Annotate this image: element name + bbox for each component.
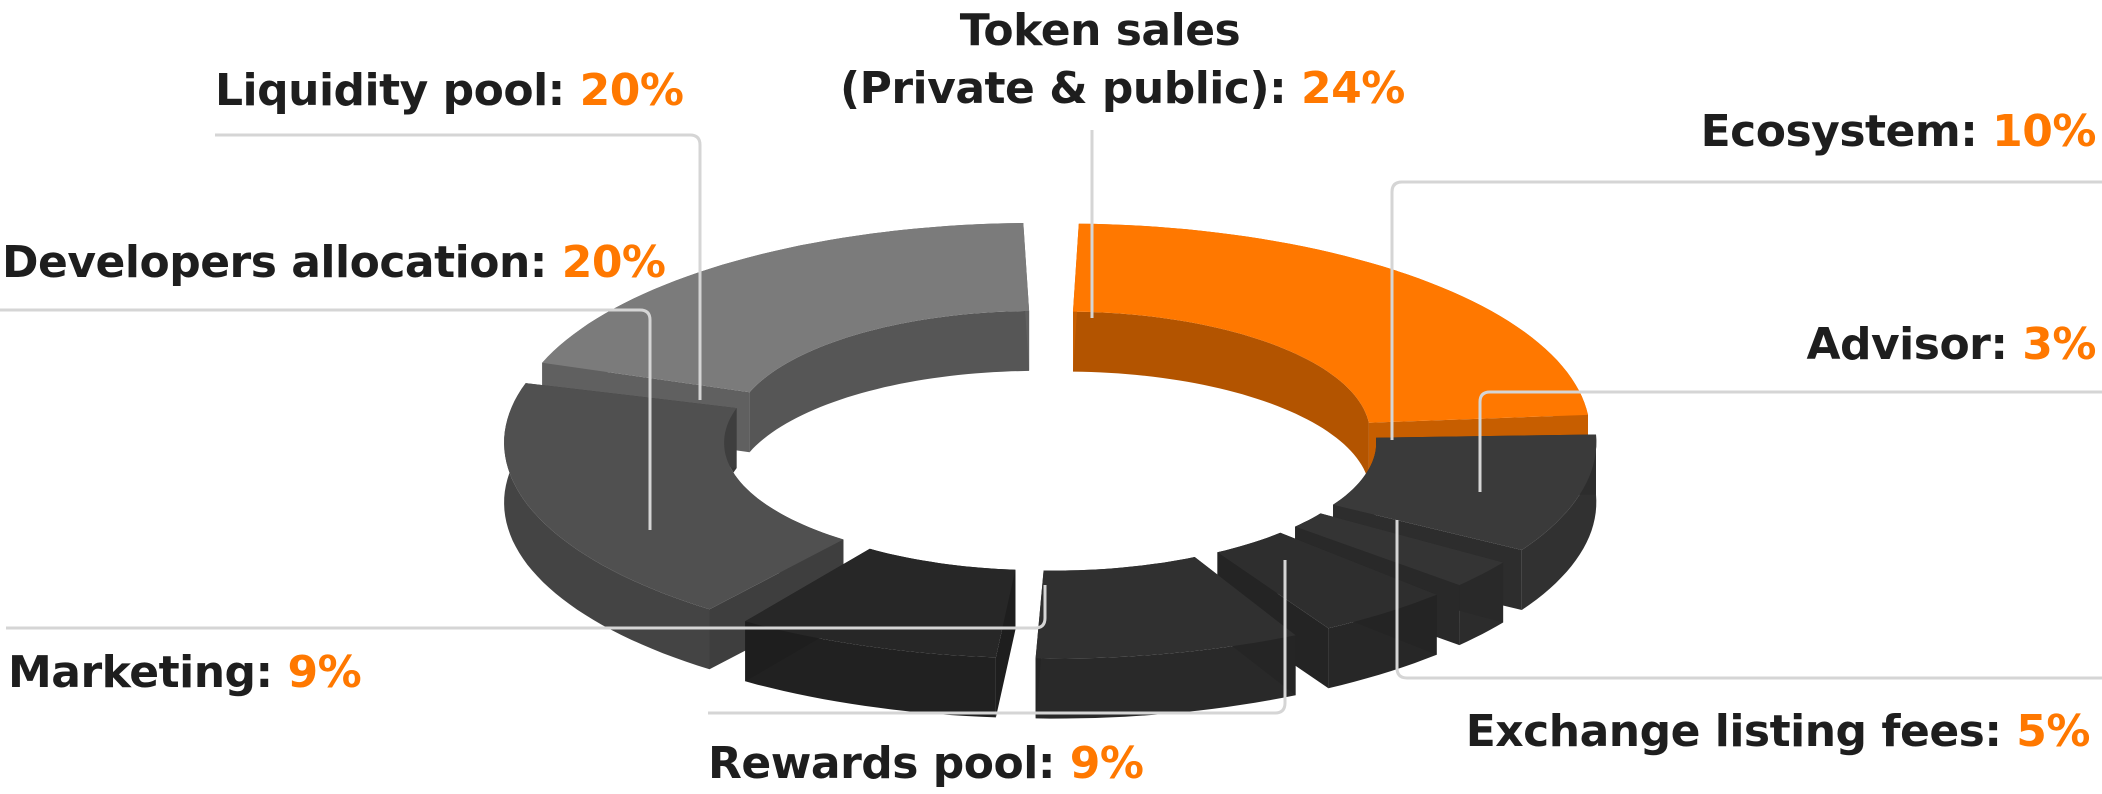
seg-1-top [1333,434,1597,550]
seg-6-outer-side [504,383,710,670]
seg-4-outer-side [1035,635,1296,719]
value-developers-allocation: 20% [561,237,666,288]
seg-0-inner-side [1073,311,1369,483]
value-advisor: 3% [2022,319,2096,370]
seg-7-inner-side [749,310,1030,453]
seg-5-top [745,548,1016,658]
value-rewards-pool: 9% [1069,738,1144,789]
seg-6-top [504,383,844,610]
donut-tops [504,223,1597,659]
leader-line-1 [1390,180,2102,440]
leader-line-2 [1478,390,2102,492]
label-ecosystem: Ecosystem: 10% [1700,106,2097,157]
seg-3-top [1217,532,1437,629]
leader-line-6 [0,308,652,530]
value-exchange-listing-fees: 5% [2016,706,2090,757]
label-developers-allocation: Developers allocation: 20% [2,237,666,288]
seg-1-outer-side [1521,434,1597,610]
label-token-sales: Token sales (Private & public): 24% [840,2,1405,118]
seg-0-top [1073,223,1588,423]
seg-2-top [1295,513,1504,586]
label-rewards-pool: Rewards pool: 9% [708,738,1144,789]
label-exchange-listing-fees: Exchange listing fees: 5% [1465,706,2091,757]
leader-line-3 [1395,520,2102,680]
label-marketing: Marketing: 9% [8,647,362,698]
label-advisor: Advisor: 3% [1806,319,2096,370]
value-marketing: 9% [287,647,362,698]
value-liquidity-pool: 20% [579,65,684,116]
seg-5-cap-0 [995,569,1016,718]
value-ecosystem: 10% [1992,106,2096,157]
label-liquidity-pool: Liquidity pool: 20% [215,65,684,116]
seg-4-top [1035,557,1296,659]
seg-7-top [542,223,1030,393]
seg-5-outer-side [745,621,996,718]
leader-line-7 [215,133,702,400]
leader-line-4 [708,560,1287,715]
leader-line-5 [6,585,1047,630]
label-token-sales-line2: (Private & public) [840,63,1270,114]
label-token-sales-line1: Token sales [959,5,1241,56]
value-token-sales: 24% [1301,63,1405,114]
leader-lines [0,130,2102,715]
